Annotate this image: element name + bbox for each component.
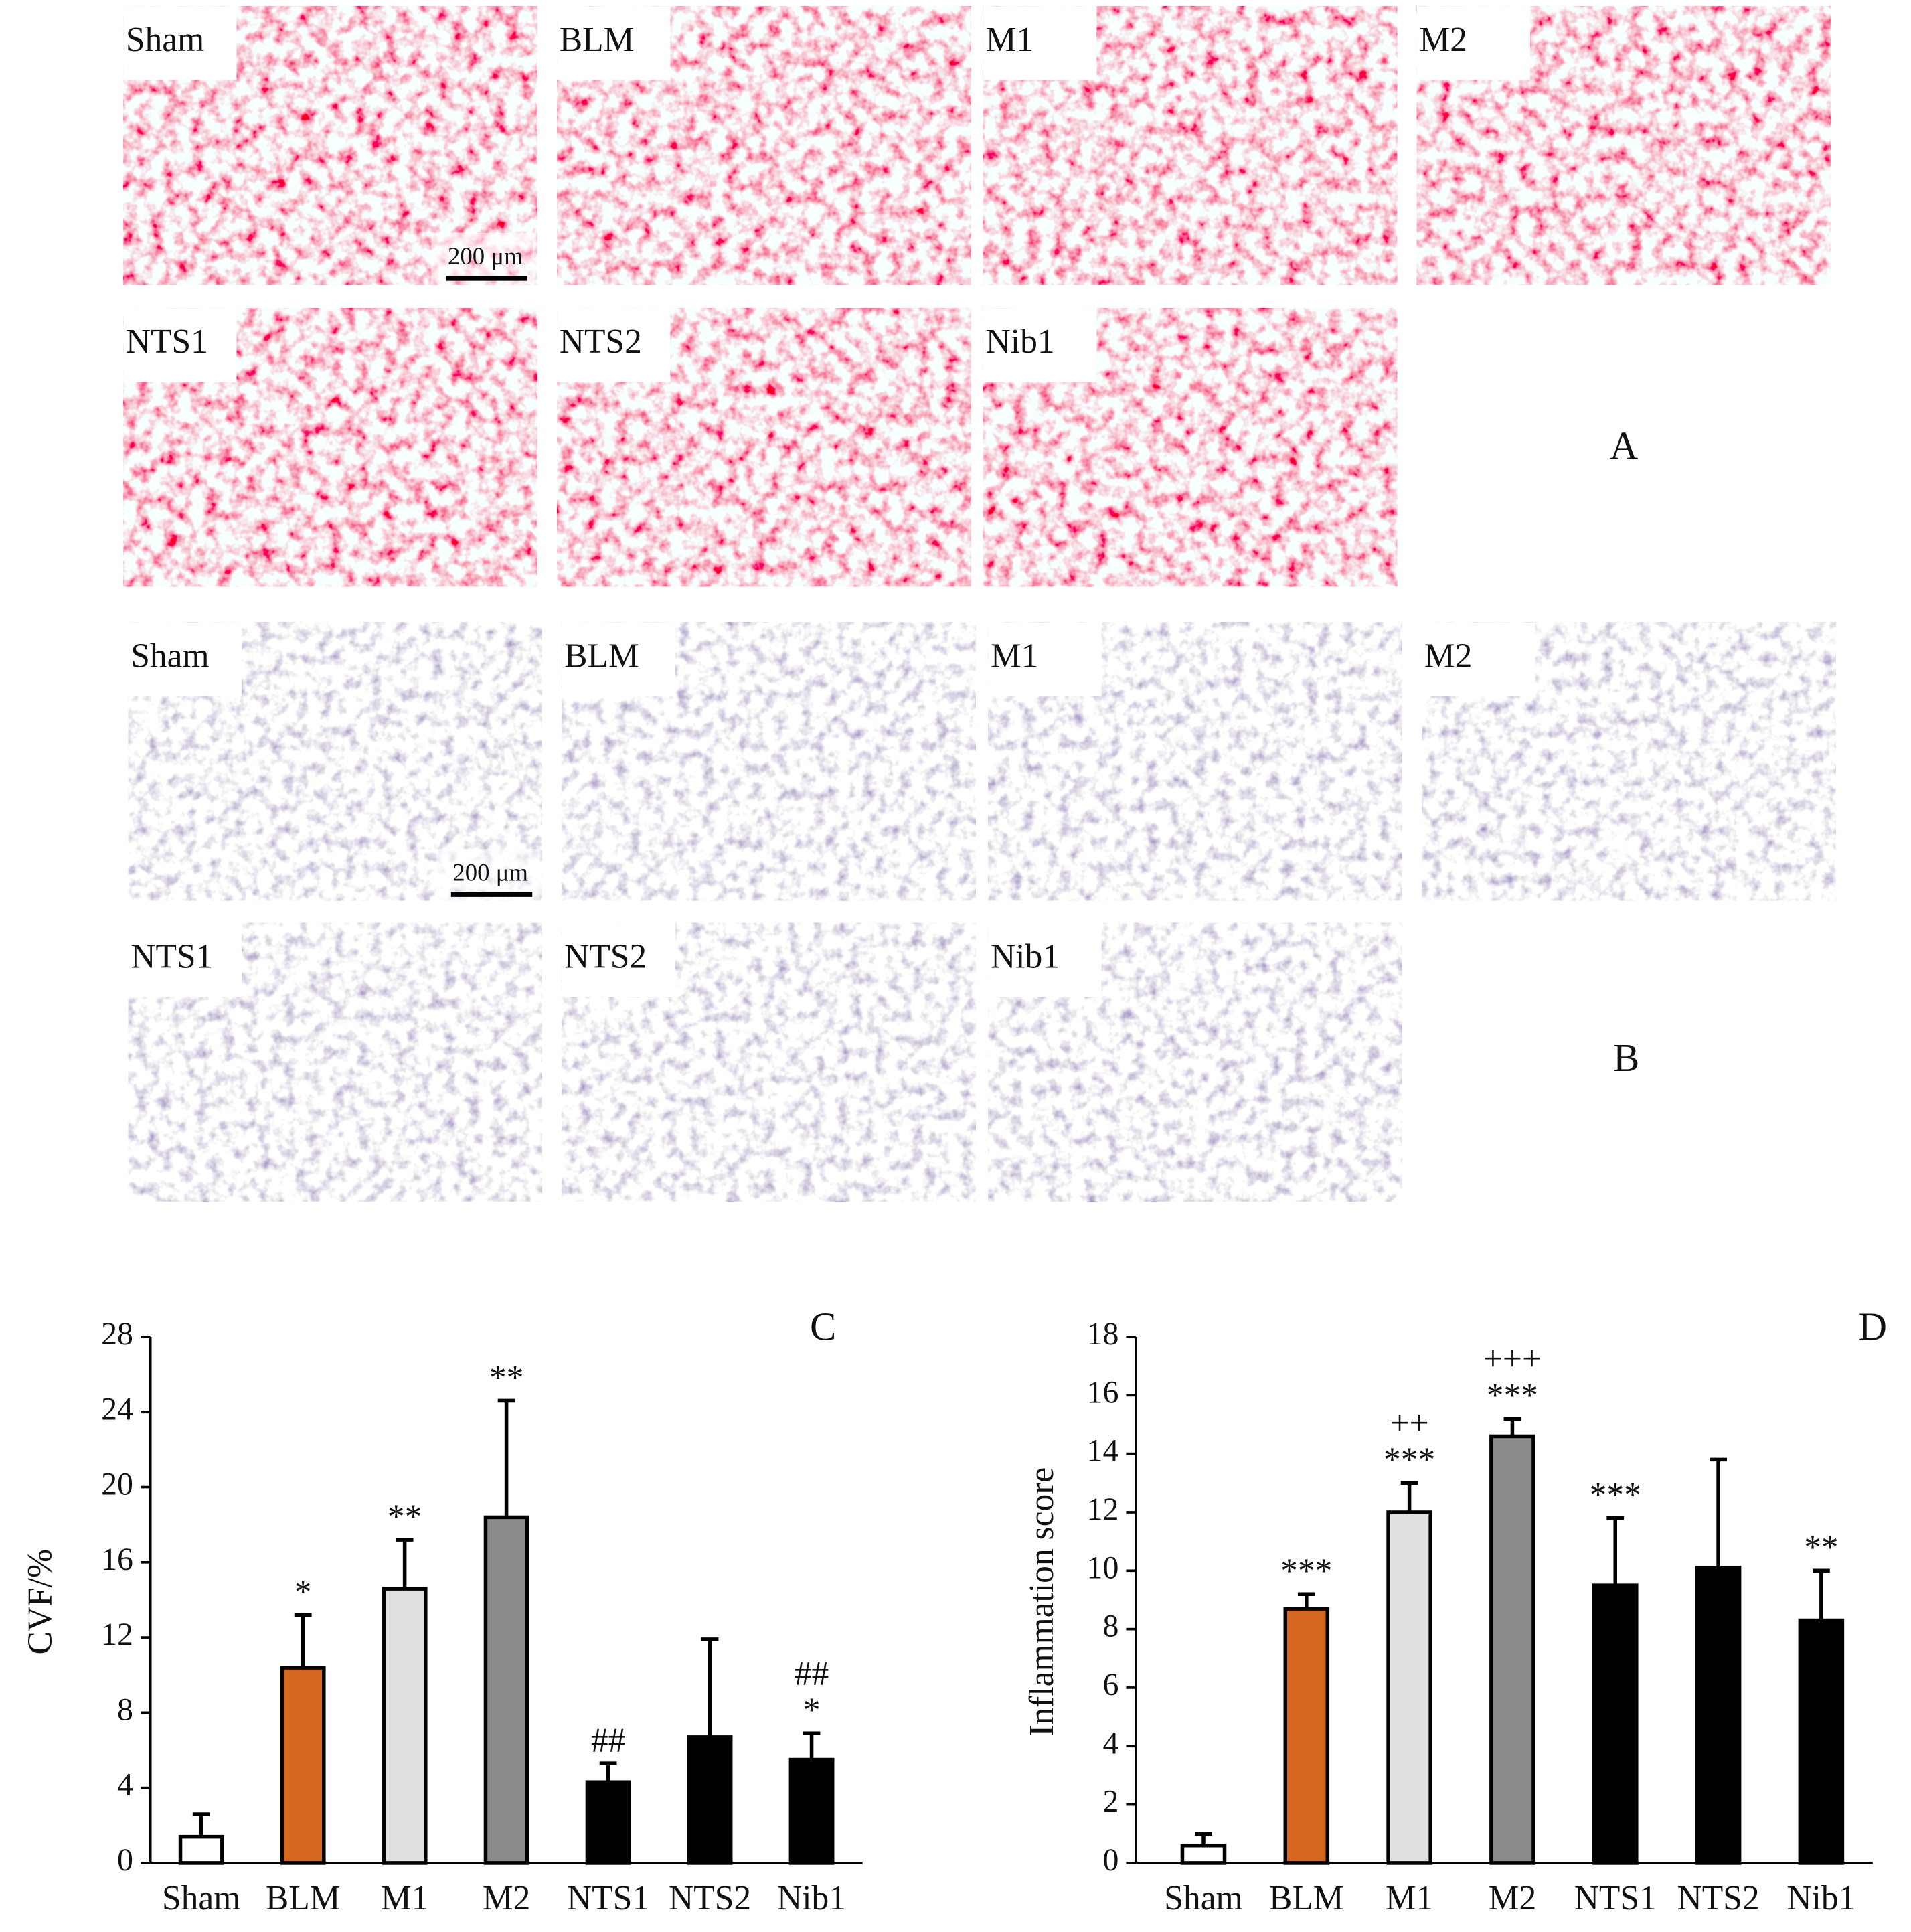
x-tick-label: Nib1	[1787, 1879, 1855, 1917]
panel-label: M1	[986, 21, 1034, 59]
panel-label-box	[557, 308, 671, 382]
significance-mark: ***	[1487, 1377, 1538, 1415]
x-tick-label: M1	[1386, 1879, 1434, 1917]
block-label: B	[1613, 1036, 1639, 1080]
panel-label-box	[988, 922, 1102, 997]
x-tick-label: M1	[381, 1879, 429, 1917]
panel-label: BLM	[564, 637, 639, 675]
panel-label-box	[123, 308, 237, 382]
bar	[1386, 1510, 1432, 1865]
block-label: A	[1610, 424, 1639, 467]
panel-label: M2	[1424, 637, 1473, 675]
bar	[585, 1780, 631, 1865]
scale-bar-label: 200 μm	[452, 858, 528, 886]
panel-label: Nib1	[991, 938, 1060, 976]
y-tick-label: 4	[117, 1767, 133, 1803]
y-tick-label: 6	[1102, 1667, 1118, 1702]
panel-label: Sham	[126, 21, 204, 59]
bar	[788, 1757, 835, 1865]
significance-mark: **	[388, 1498, 422, 1536]
significance-mark: *	[295, 1573, 312, 1611]
significance-mark: ++	[1390, 1404, 1429, 1442]
panel-label-box	[562, 922, 675, 997]
y-tick-label: 24	[101, 1391, 133, 1427]
panel-label: Sham	[131, 637, 209, 675]
panel-letter: C	[810, 1305, 836, 1348]
panel-label: NTS2	[564, 938, 647, 976]
y-tick-label: 18	[1087, 1316, 1119, 1352]
panel-label: NTS1	[131, 938, 213, 976]
y-tick-label: 8	[1102, 1609, 1118, 1644]
panel-label: NTS2	[560, 323, 642, 361]
y-tick-label: 20	[101, 1467, 133, 1502]
x-tick-label: Sham	[1164, 1879, 1242, 1917]
significance-mark: ***	[1384, 1441, 1435, 1479]
bar	[280, 1666, 326, 1865]
x-tick-label: Nib1	[777, 1879, 846, 1917]
panel-label-box	[1416, 6, 1531, 80]
panel-label-box	[123, 6, 237, 80]
x-tick-label: M2	[1489, 1879, 1537, 1917]
x-tick-label: M2	[483, 1879, 531, 1917]
panel-label: Nib1	[986, 323, 1055, 361]
bar	[687, 1735, 733, 1865]
panel-label: M2	[1419, 21, 1467, 59]
panel-label-box	[128, 622, 242, 696]
y-tick-label: 12	[101, 1617, 133, 1652]
panel-label: NTS1	[126, 323, 208, 361]
bar	[1489, 1434, 1535, 1865]
x-tick-label: Sham	[162, 1879, 240, 1917]
significance-mark: +++	[1483, 1340, 1542, 1378]
y-tick-label: 4	[1102, 1725, 1118, 1761]
y-axis-label: Inflammation score	[1023, 1467, 1061, 1737]
panel-label-box	[562, 622, 675, 696]
bar	[1592, 1583, 1639, 1865]
bar	[483, 1515, 529, 1865]
bar	[178, 1834, 224, 1865]
x-tick-label: BLM	[266, 1879, 341, 1917]
y-tick-label: 12	[1087, 1492, 1119, 1527]
x-tick-label: NTS1	[567, 1879, 649, 1917]
panel-letter: D	[1859, 1305, 1888, 1348]
panel-label: BLM	[560, 21, 635, 59]
y-tick-label: 0	[1102, 1842, 1118, 1878]
bar	[1180, 1843, 1227, 1865]
significance-mark: ##	[795, 1654, 829, 1692]
scale-bar-label: 200 μm	[448, 242, 523, 270]
bar	[1695, 1566, 1742, 1865]
y-tick-label: 16	[101, 1542, 133, 1577]
significance-mark: *	[803, 1692, 821, 1730]
y-tick-label: 2	[1102, 1784, 1118, 1820]
x-tick-label: NTS1	[1574, 1879, 1657, 1917]
panel-label-box	[128, 922, 242, 997]
y-tick-label: 8	[117, 1692, 133, 1727]
y-axis-label: CVF/%	[21, 1549, 59, 1654]
panel-label-box	[988, 622, 1102, 696]
significance-mark: **	[1804, 1529, 1839, 1567]
y-tick-label: 0	[117, 1842, 133, 1878]
bar	[1283, 1607, 1330, 1865]
panel-label-box	[983, 308, 1097, 382]
x-tick-label: NTS2	[669, 1879, 751, 1917]
y-tick-label: 16	[1087, 1374, 1119, 1410]
significance-mark: ***	[1590, 1476, 1641, 1514]
panel-label-box	[1422, 622, 1535, 696]
panel-label-box	[983, 6, 1097, 80]
significance-mark: **	[489, 1359, 524, 1397]
panel-label: M1	[991, 637, 1039, 675]
x-tick-label: BLM	[1269, 1879, 1344, 1917]
y-tick-label: 28	[101, 1316, 133, 1352]
bar	[382, 1587, 428, 1865]
significance-mark: ***	[1280, 1552, 1332, 1591]
significance-mark: ##	[591, 1722, 626, 1760]
panel-label-box	[557, 6, 671, 80]
y-tick-label: 14	[1087, 1433, 1119, 1469]
y-tick-label: 10	[1087, 1550, 1119, 1585]
bar	[1798, 1618, 1845, 1865]
x-tick-label: NTS2	[1677, 1879, 1760, 1917]
